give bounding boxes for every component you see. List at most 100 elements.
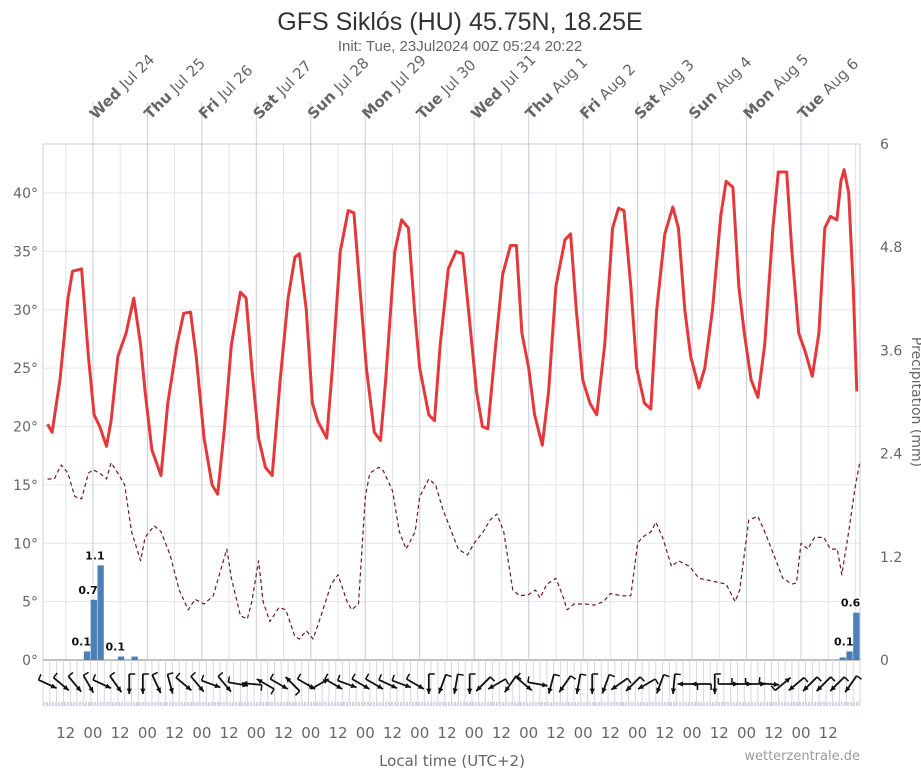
wind-barb-icon (637, 678, 659, 690)
wind-feather (489, 676, 496, 682)
wind-barb-icon (284, 676, 301, 696)
wind-arrowhead (241, 680, 248, 687)
wind-arrowhead (452, 688, 458, 694)
wind-barb-icon (405, 673, 425, 690)
wind-feather (457, 673, 464, 676)
wind-arrowhead (638, 684, 644, 689)
wind-feather (663, 673, 670, 678)
precip-bar (853, 612, 860, 660)
temperature-line (46, 168, 859, 496)
wind-barb-icon (527, 676, 548, 688)
precip-bar (839, 657, 846, 660)
precip-bars: 0.1 0.7 1.1 0.1 0.1 0.6 (70, 548, 862, 660)
wind-feather (351, 673, 356, 680)
wind-arrowhead (50, 683, 57, 689)
wind-feather (803, 677, 809, 683)
wind-barb-icon (37, 674, 57, 690)
wind-barb-icon (227, 676, 249, 688)
grid (42, 143, 861, 661)
wind-arrowhead (225, 685, 231, 692)
wind-barb-icon (391, 674, 412, 689)
left-tick-label: 0° (22, 653, 38, 669)
day-label-date: Jul 25 (166, 54, 209, 97)
wind-arrowhead (105, 683, 112, 689)
wind-barb-icon (656, 673, 670, 694)
wind-feather (378, 674, 383, 681)
right-axis-title: Precipitation (mm) (908, 337, 921, 467)
wind-arrowhead (589, 688, 595, 694)
x-tick-label: 00 (737, 724, 756, 742)
wind-arrowhead (670, 688, 677, 694)
x-tick-label: 00 (301, 724, 320, 742)
left-tick-label: 40° (13, 186, 38, 202)
wind-arrowhead (601, 687, 607, 694)
wind-barb-icon (717, 678, 739, 687)
wind-arrowhead (281, 684, 288, 689)
wind-feather (92, 674, 97, 681)
wind-barb-icon (109, 671, 123, 693)
left-tick-label: 5° (22, 595, 38, 611)
wind-arrowhead (417, 684, 424, 689)
wind-arrowhead (773, 681, 780, 688)
credit-text: wetterzentrale.de (744, 749, 860, 764)
wind-arrowhead (404, 683, 411, 689)
wind-barb-icon (475, 676, 496, 692)
wind-feather (830, 676, 836, 682)
precip-bar (90, 599, 97, 660)
wind-arrowhead (438, 687, 444, 694)
wind-barb-icon (712, 673, 721, 694)
wind-arrowhead (88, 686, 94, 693)
wind-arrowhead (62, 684, 69, 691)
wind-barb-icon (337, 674, 357, 689)
wind-arrowhead (541, 682, 548, 688)
wind-feather (296, 673, 302, 680)
wind-arrowhead (845, 686, 851, 693)
wind-arrowhead (712, 688, 718, 694)
x-tick-label: 12 (546, 724, 565, 742)
wind-arrowhead (350, 683, 357, 689)
wind-arrowhead (156, 687, 161, 694)
wind-barb-icon (770, 676, 792, 692)
wind-feather (570, 675, 577, 680)
x-tick-label: 12 (710, 724, 729, 742)
wind-feather (260, 684, 263, 691)
wind-barb-icon (200, 674, 221, 689)
right-tick-label: 3.6 (880, 343, 902, 359)
x-tick-label: 12 (220, 724, 239, 742)
wind-feather (608, 673, 616, 678)
precip-bar (83, 651, 91, 660)
day-label-date: Aug 4 (712, 53, 756, 97)
wind-feather (674, 673, 681, 676)
left-tick-label: 25° (13, 361, 38, 377)
wind-arrowhead (198, 685, 204, 692)
wind-feather (270, 688, 275, 695)
wind-barb-icon (758, 677, 780, 688)
precip-bar (846, 651, 853, 660)
wind-feather (175, 672, 181, 679)
left-tick-label: 35° (13, 244, 38, 260)
wind-barb-icon (126, 673, 136, 694)
precip-bar (97, 565, 104, 660)
wind-barb-icon (269, 673, 289, 690)
left-tick-label: 15° (13, 478, 38, 494)
x-tick-label: 00 (356, 724, 375, 742)
day-label-date: Jul 29 (387, 51, 430, 94)
wind-barb-icon (467, 673, 476, 694)
x-tick-label: 00 (138, 724, 157, 742)
wind-arrowhead (547, 687, 553, 694)
wind-arrowhead (816, 685, 823, 692)
wind-feather (324, 673, 329, 680)
left-tick-label: 20° (13, 420, 38, 436)
wind-arrowhead (363, 684, 370, 689)
wind-feather (190, 671, 196, 677)
day-label-date: Aug 5 (769, 50, 813, 94)
wind-feather (83, 671, 89, 676)
x-tick-label: 12 (274, 724, 293, 742)
day-label-date: Aug 3 (654, 56, 698, 100)
wind-barb-icon (378, 674, 398, 690)
wind-feather (37, 674, 42, 681)
wind-barb-icon (844, 675, 863, 693)
wind-arrowhead (185, 684, 192, 691)
wind-barb-icon (82, 671, 95, 694)
wind-feather (67, 671, 74, 677)
